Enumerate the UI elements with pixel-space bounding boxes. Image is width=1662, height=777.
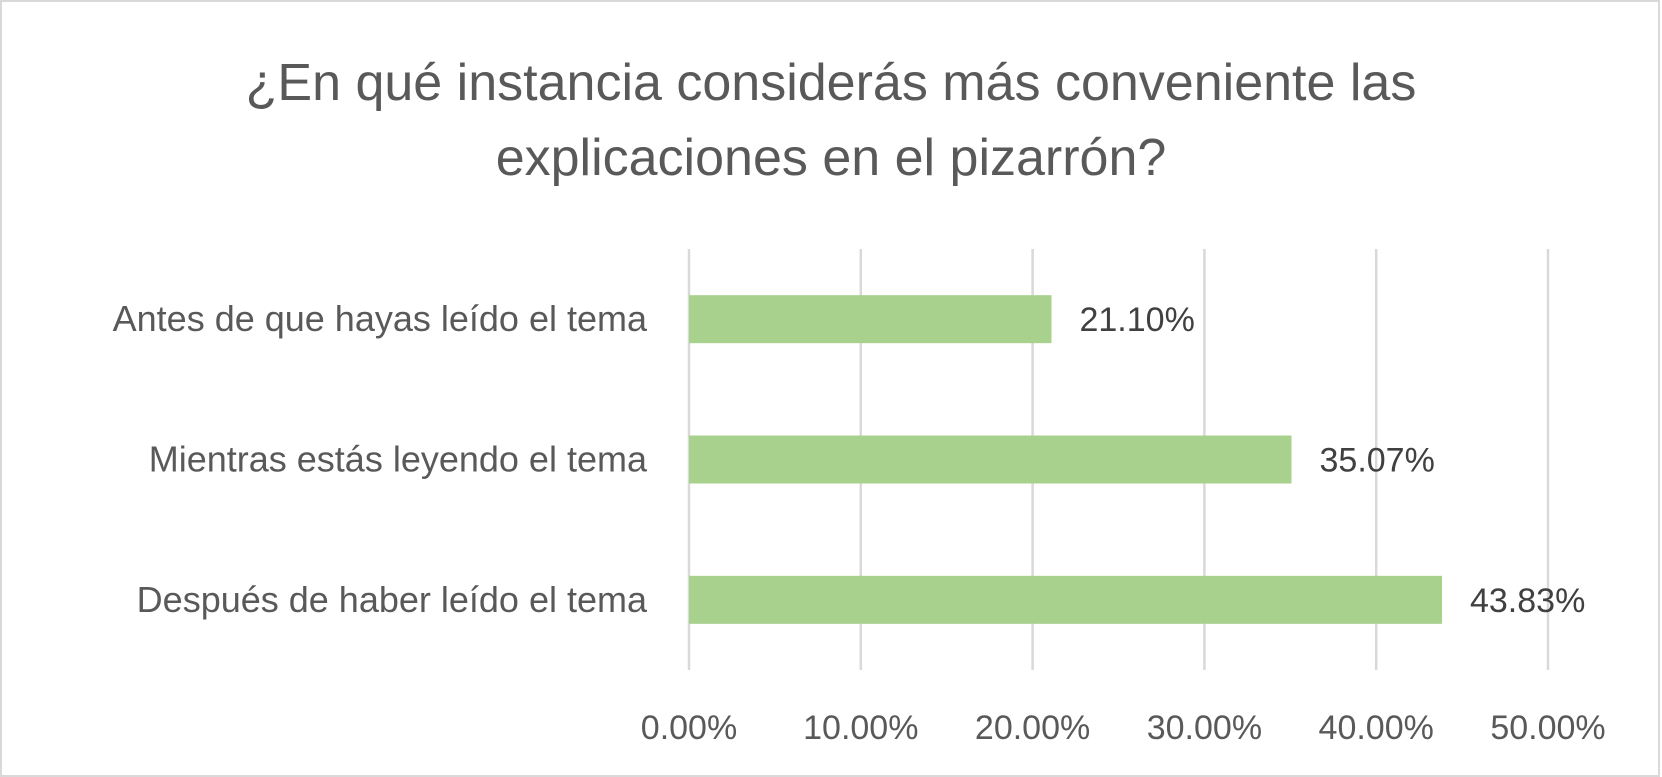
bar: [689, 295, 1052, 344]
bar: [689, 575, 1442, 624]
data-label: 35.07%: [1320, 442, 1435, 480]
data-label: 21.10%: [1079, 301, 1194, 339]
category-label: Antes de que hayas leído el tema: [113, 298, 648, 339]
category-label: Después de haber leído el tema: [137, 579, 648, 620]
x-tick-label: 0.00%: [641, 709, 737, 747]
category-label: Mientras estás leyendo el tema: [149, 439, 648, 480]
bar: [689, 435, 1292, 484]
chart-title-line-2: explicaciones en el pizarrón?: [496, 129, 1167, 187]
x-tick-label: 10.00%: [803, 709, 918, 747]
x-tick-label: 30.00%: [1147, 709, 1262, 747]
chart-title-line-1: ¿En qué instancia considerás más conveni…: [246, 54, 1417, 112]
x-tick-label: 40.00%: [1319, 709, 1434, 747]
x-tick-label: 50.00%: [1490, 709, 1605, 747]
x-tick-label: 20.00%: [975, 709, 1090, 747]
data-label: 43.83%: [1470, 582, 1585, 620]
